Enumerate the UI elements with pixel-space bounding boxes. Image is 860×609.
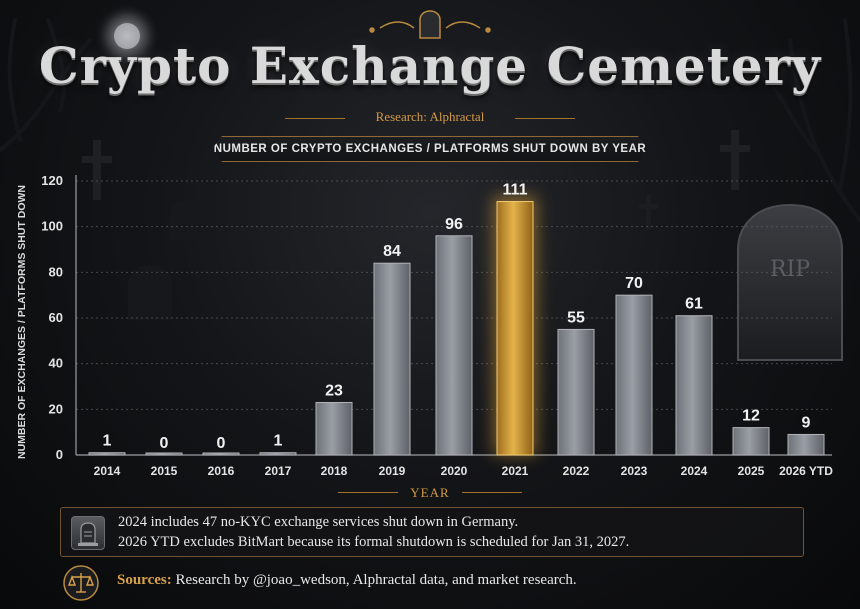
data-label: 70 — [625, 275, 643, 292]
bar-2023 — [615, 294, 653, 456]
tree-left-icon — [0, 18, 92, 152]
bar-2022 — [557, 328, 595, 456]
x-axis-label: YEAR — [410, 485, 450, 500]
data-label: 111 — [503, 182, 528, 199]
sources-row: Sources: Research by @joao_wedson, Alphr… — [60, 564, 802, 602]
y-tick-label: 20 — [49, 401, 63, 416]
x-tick-label: 2015 — [151, 464, 178, 478]
bar-2024 — [675, 315, 713, 456]
bar-2019 — [373, 262, 411, 456]
note-line-2: 2026 YTD excludes BitMart because its fo… — [118, 534, 630, 550]
data-label: 12 — [742, 408, 760, 425]
x-tick-label: 2020 — [441, 464, 468, 478]
data-label: 96 — [445, 216, 463, 233]
page-title: Crypto Exchange Cemetery — [38, 36, 822, 95]
x-tick-label: 2019 — [379, 464, 406, 478]
x-tick-label: 2021 — [502, 464, 529, 478]
y-tick-label: 40 — [49, 356, 63, 371]
cross-small-icon — [639, 195, 658, 230]
bar-2026-ytd — [787, 433, 825, 456]
chart-title-banner: NUMBER OF CRYPTO EXCHANGES / PLATFORMS S… — [212, 136, 648, 162]
y-tick-label: 120 — [41, 173, 63, 188]
scales-icon — [62, 564, 100, 602]
data-label: 9 — [802, 414, 811, 431]
data-label: 84 — [383, 243, 401, 260]
cross-right-icon — [720, 130, 750, 190]
x-tick-label: 2014 — [94, 464, 121, 478]
bar-2015 — [145, 452, 183, 456]
bar-2014 — [88, 452, 126, 456]
data-label: 1 — [103, 433, 112, 450]
x-tick-label: 2024 — [681, 464, 708, 478]
y-tick-label: 100 — [41, 219, 63, 234]
title-ornament-icon — [369, 10, 491, 39]
data-label: 23 — [325, 382, 343, 399]
x-tick-label: 2026 YTD — [779, 464, 833, 478]
notes-box: 2024 includes 47 no-KYC exchange service… — [60, 507, 804, 557]
tombstone-rip-icon: RIP — [737, 203, 843, 361]
x-tick-label: 2018 — [321, 464, 348, 478]
x-tick-label: 2025 — [738, 464, 765, 478]
tombstone-icon — [71, 516, 105, 550]
sources-label: Sources: — [117, 572, 172, 588]
note-line-1: 2024 includes 47 no-KYC exchange service… — [118, 514, 519, 530]
y-tick-label: 0 — [56, 447, 63, 462]
x-tick-label: 2023 — [621, 464, 648, 478]
x-tick-label: 2016 — [208, 464, 235, 478]
sources-text: Sources: Research by @joao_wedson, Alphr… — [117, 572, 577, 589]
cross-left-icon — [82, 140, 112, 200]
data-label: 0 — [217, 435, 226, 452]
data-label: 61 — [685, 296, 703, 313]
bar-2018 — [315, 401, 353, 456]
x-tick-label: 2022 — [563, 464, 590, 478]
y-tick-label: 80 — [49, 264, 63, 279]
bar-2021 — [496, 201, 534, 456]
y-tick-label: 60 — [49, 310, 63, 325]
subtitle: Research: Alphractal — [375, 109, 485, 124]
data-label: 55 — [567, 309, 585, 326]
bar-2020 — [435, 235, 473, 456]
x-tick-label: 2017 — [265, 464, 292, 478]
tree-right-icon — [758, 18, 860, 222]
data-label: 1 — [274, 433, 283, 450]
sources-body: Research by @joao_wedson, Alphractal dat… — [175, 572, 577, 588]
bar-2025 — [732, 427, 770, 456]
tombstone-text: RIP — [770, 257, 810, 282]
bar-2016 — [202, 452, 240, 456]
data-label: 0 — [160, 435, 169, 452]
bar-2017 — [259, 452, 297, 456]
